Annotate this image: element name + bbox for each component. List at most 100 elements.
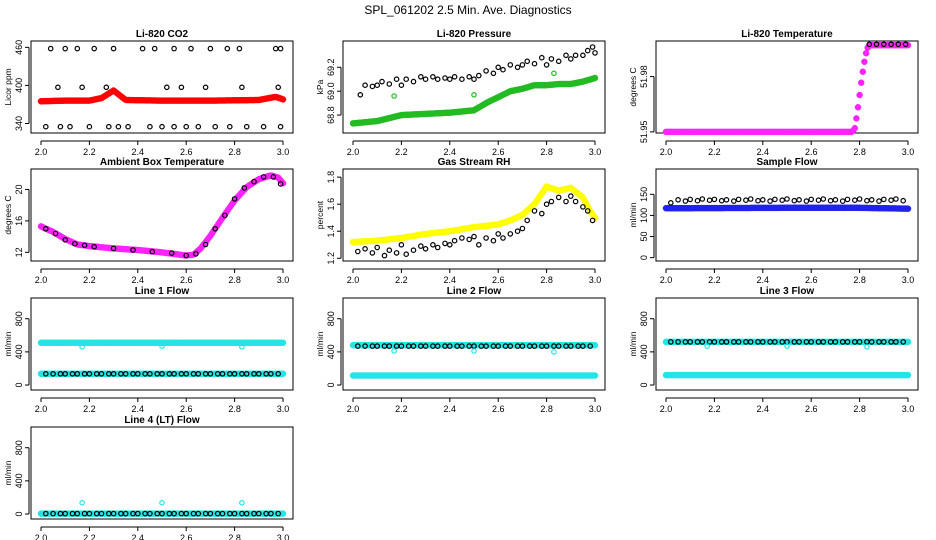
- data-point: [110, 45, 117, 52]
- data-point: [251, 178, 257, 185]
- series-3: [391, 348, 557, 355]
- data-point: [106, 123, 112, 130]
- series-1: [354, 193, 596, 259]
- series-0: [37, 339, 287, 347]
- x-tick-label: 2.2: [708, 275, 721, 285]
- plot-frame: [655, 40, 919, 134]
- data-point: [699, 339, 706, 345]
- series-1: [866, 41, 909, 48]
- y-axis-label: kPa: [315, 79, 325, 94]
- data-point: [422, 76, 429, 83]
- data-point: [466, 236, 473, 243]
- data-point: [864, 197, 870, 204]
- y-axis-label: Licor ppm: [3, 68, 13, 105]
- data-point: [755, 197, 761, 204]
- data-point: [91, 45, 98, 52]
- data-point: [159, 343, 165, 349]
- data-point: [147, 123, 153, 130]
- data-point: [900, 339, 907, 345]
- y-tick-label: 400: [14, 344, 24, 359]
- data-point: [255, 370, 262, 377]
- data-point: [820, 339, 827, 345]
- data-point: [434, 76, 441, 83]
- data-point: [675, 197, 681, 203]
- data-point: [391, 348, 397, 354]
- y-tick-label: 150: [639, 187, 649, 202]
- series-1: [357, 44, 598, 98]
- data-point: [682, 198, 689, 204]
- data-point: [704, 343, 710, 349]
- data-point: [62, 510, 68, 517]
- y-axis-label: ml/min: [315, 331, 325, 356]
- data-point: [580, 343, 586, 349]
- y-axis-label: ml/min: [3, 460, 13, 485]
- data-point: [434, 244, 441, 251]
- series-2: [391, 70, 557, 99]
- data-point: [241, 185, 248, 191]
- data-point: [159, 370, 165, 377]
- data-point: [354, 248, 361, 255]
- data-point: [86, 510, 93, 517]
- data-point: [873, 41, 880, 48]
- data-point: [393, 250, 400, 256]
- panel-title: Line 1 Flow: [135, 286, 190, 297]
- x-tick-label: 2.8: [228, 275, 241, 285]
- y-tick-label: 68.8: [326, 106, 336, 124]
- y-tick-label: 0: [14, 512, 24, 517]
- data-point: [572, 198, 579, 205]
- y-tick-label: 0: [326, 383, 336, 388]
- data-point: [567, 193, 574, 199]
- x-tick-label: 2.4: [132, 275, 145, 285]
- data-point: [868, 339, 875, 345]
- y-tick-label: 51.95: [639, 121, 649, 144]
- panel-line2: Line 2 Flow 2.0 2.2 2.4 2.6 2.8 3.0 0 400 800ml/m…: [315, 286, 606, 414]
- data-point: [79, 344, 85, 350]
- data-point: [410, 247, 417, 254]
- data-point: [694, 197, 701, 204]
- data-point: [374, 343, 381, 349]
- panel-title: Li-820 CO2: [136, 29, 189, 40]
- data-point: [839, 198, 846, 204]
- data-point: [227, 123, 233, 130]
- x-tick-label: 2.6: [805, 404, 818, 414]
- y-axis-label: percent: [315, 200, 325, 229]
- data-point: [183, 510, 190, 517]
- data-point: [808, 339, 815, 345]
- data-point: [548, 56, 555, 62]
- data-point: [430, 74, 436, 80]
- data-point: [483, 343, 489, 349]
- data-point: [563, 52, 569, 59]
- y-tick-label: 800: [14, 440, 24, 455]
- data-point: [538, 210, 545, 217]
- data-point: [589, 44, 596, 50]
- data-point: [171, 370, 177, 377]
- panel-co2: Li-820 CO2 2.0 2.2 2.4 2.6 2.8 3.0 340 400 460 Lic…: [3, 29, 294, 157]
- data-point: [555, 194, 562, 201]
- data-point: [880, 339, 887, 345]
- data-point: [430, 242, 436, 248]
- data-point: [183, 123, 190, 130]
- y-tick-label: 400: [14, 473, 24, 488]
- x-tick-label: 3.0: [277, 147, 290, 157]
- x-tick-label: 2.8: [228, 533, 241, 540]
- data-point: [86, 123, 93, 130]
- series-0: [662, 41, 912, 136]
- data-point: [815, 197, 822, 204]
- data-point: [149, 248, 156, 255]
- data-point: [139, 45, 146, 52]
- data-point: [471, 92, 477, 98]
- data-point: [125, 123, 131, 130]
- panel-line4: Line 4 (LT) Flow 2.0 2.2 2.4 2.6 2.8 3.0 0 400 80…: [3, 415, 294, 540]
- y-tick-label: 340: [14, 116, 24, 131]
- data-point: [519, 343, 526, 349]
- data-point: [844, 339, 851, 345]
- data-point: [519, 62, 526, 68]
- data-point: [231, 510, 238, 517]
- x-tick-label: 2.2: [83, 533, 96, 540]
- data-point: [279, 339, 287, 347]
- data-point: [519, 225, 526, 232]
- series-1: [349, 372, 599, 379]
- data-point: [759, 339, 766, 345]
- panel-licor_temp: Li-820 Temperature 2.0 2.2 2.4 2.6 2.8 3.0 51.9…: [628, 29, 919, 157]
